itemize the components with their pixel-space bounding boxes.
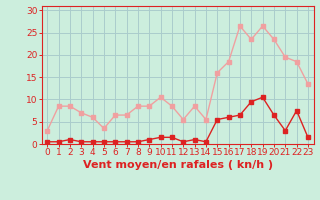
X-axis label: Vent moyen/en rafales ( kn/h ): Vent moyen/en rafales ( kn/h ) bbox=[83, 160, 273, 170]
